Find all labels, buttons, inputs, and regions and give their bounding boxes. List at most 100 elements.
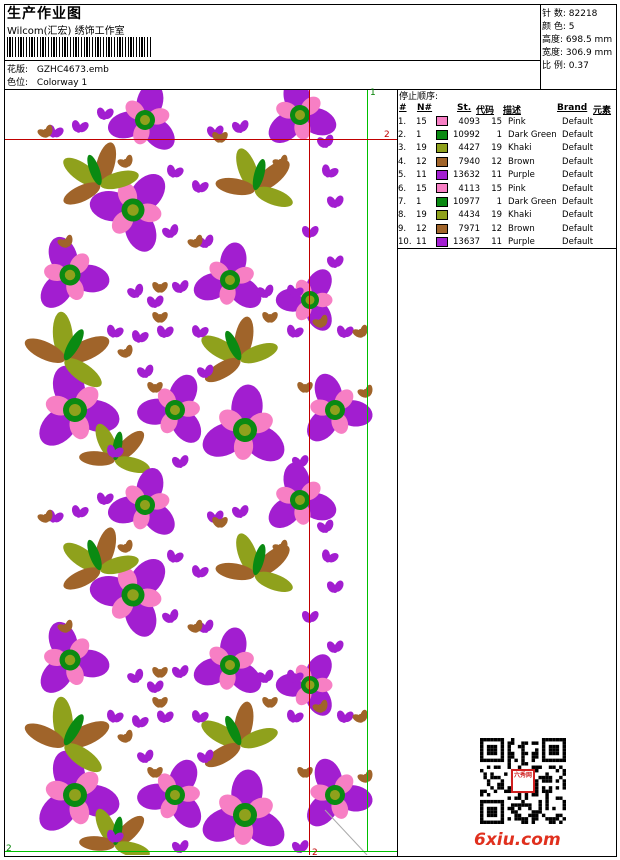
qr-module [490, 799, 494, 804]
qr-module [480, 768, 484, 773]
cell-st: 10977 [453, 197, 481, 208]
qr-module [507, 744, 511, 749]
embroidery-leaves [212, 524, 305, 597]
qr-module [500, 803, 505, 807]
qr-module [559, 738, 563, 742]
qr-module [521, 803, 525, 807]
qr-module [541, 789, 546, 794]
qr-module [555, 813, 560, 818]
cell-n: 19 [416, 210, 427, 221]
qr-module [493, 789, 498, 794]
qr-module [497, 765, 501, 769]
cell-idx: 1. [398, 116, 407, 127]
red-guide-horizontal [5, 139, 397, 140]
cell-idx: 7. [398, 197, 407, 208]
qr-module [559, 820, 563, 824]
qr-module [480, 751, 484, 756]
color-swatch-cell [431, 142, 453, 155]
qr-module [486, 799, 491, 804]
embroidery-pattern [17, 90, 383, 855]
qr-module [480, 820, 484, 824]
color-swatch-cell [431, 155, 453, 168]
embroidery-sprig [229, 503, 252, 521]
qr-module [562, 748, 566, 752]
table-row: 2. 1 10992 1 Dark Green Default [398, 128, 612, 141]
red-mark-right: 2 [384, 130, 390, 140]
cell-code: 12 [491, 223, 503, 234]
qr-module [538, 803, 542, 807]
design-divider [397, 89, 398, 857]
qr-module [510, 755, 515, 759]
color-swatch [436, 210, 448, 221]
qr-module [497, 799, 501, 804]
cell-idx: 6. [398, 183, 407, 194]
info-width: 宽度: 306.9 mm [542, 45, 612, 58]
info-height: 高度: 698.5 mm [542, 32, 612, 45]
qr-module [486, 820, 491, 824]
qr-module [510, 810, 515, 814]
qr-module [535, 768, 539, 773]
qr-module [524, 793, 529, 797]
qr-module [552, 817, 556, 821]
qr-module [480, 799, 484, 804]
qr-module [535, 779, 539, 783]
qr-module [500, 741, 505, 745]
info-label: 比 例: [542, 61, 566, 71]
info-stitches: 针 数: 82218 [542, 6, 597, 19]
qr-module [548, 820, 553, 824]
qr-module [562, 768, 566, 773]
qr-module [514, 813, 518, 818]
qr-module [555, 796, 560, 800]
cell-st: 13637 [453, 237, 481, 248]
qr-module [548, 775, 553, 780]
embroidery-sprig [128, 326, 152, 347]
embroidery-sprig [325, 193, 346, 210]
cell-idx: 3. [398, 143, 407, 154]
qr-module [500, 820, 505, 824]
qr-module [493, 813, 498, 818]
cell-brand: Default [562, 223, 594, 234]
qr-module [521, 744, 525, 749]
qr-module [497, 738, 501, 742]
cell-n: 1 [416, 130, 422, 141]
cell-idx: 2. [398, 130, 407, 141]
qr-module [486, 779, 491, 783]
qr-module [493, 738, 498, 742]
qr-module [486, 748, 491, 752]
qr-module [500, 810, 505, 814]
qr-module [548, 758, 553, 763]
qr-module [531, 755, 536, 759]
qr-module [510, 738, 515, 742]
qr-module [486, 751, 491, 756]
qr-module [541, 744, 546, 749]
col-code: 代码 [476, 106, 495, 116]
embroidery-sprig [150, 310, 170, 325]
qr-module [548, 786, 553, 790]
qr-module [528, 806, 532, 811]
embroidery-sprig [114, 726, 138, 748]
page-frame [4, 4, 617, 857]
embroidery-sprig [158, 606, 183, 627]
qr-module [562, 779, 566, 783]
qr-module [541, 751, 546, 756]
qr-module [500, 782, 505, 787]
info-value: 5 [568, 22, 575, 32]
qr-module [531, 765, 536, 769]
stop-sequence-table: 1. 15 4093 15 Pink Default 2. 1 10992 1 Dark Green… [398, 115, 612, 249]
qr-module [486, 782, 491, 787]
cell-n: 11 [416, 237, 427, 248]
qr-module [555, 744, 560, 749]
embroidery-sprig [282, 705, 307, 728]
qr-module [548, 779, 553, 783]
embroidery-sprig [153, 707, 177, 726]
barcode [7, 37, 152, 57]
colorway-label: 色位: [7, 78, 29, 88]
qr-module [486, 744, 491, 749]
embroidery-sprig [169, 453, 192, 471]
color-swatch-cell [431, 115, 453, 128]
cell-st: 7940 [458, 156, 481, 167]
cell-idx: 10. [398, 237, 412, 248]
info-label: 高度: [542, 35, 564, 45]
table-row: 3. 19 4427 19 Khaki Default [398, 142, 612, 155]
cell-idx: 8. [398, 210, 407, 221]
